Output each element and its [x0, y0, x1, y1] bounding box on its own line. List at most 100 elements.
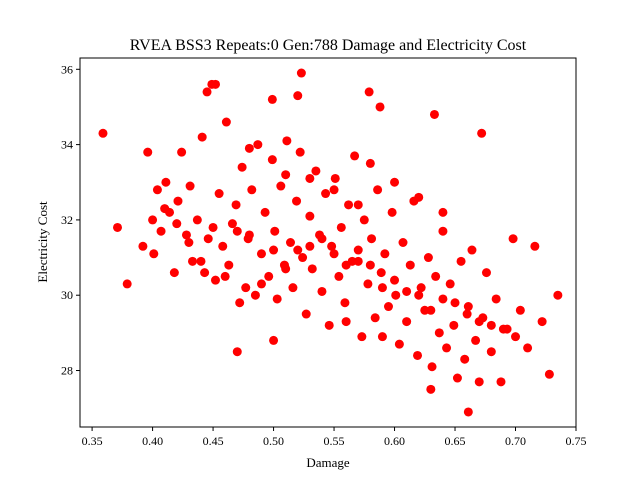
data-point: [357, 332, 367, 342]
data-point: [210, 275, 220, 285]
data-point: [232, 226, 242, 236]
data-point: [431, 271, 441, 281]
data-point: [264, 271, 274, 281]
data-point: [227, 219, 237, 229]
data-point: [237, 162, 247, 172]
data-point: [353, 256, 363, 266]
data-point: [203, 234, 213, 244]
data-point: [181, 230, 191, 240]
data-point: [445, 279, 455, 289]
data-point: [148, 215, 158, 225]
data-point: [330, 173, 340, 183]
data-point: [353, 245, 363, 255]
data-point: [185, 181, 195, 191]
data-point: [156, 226, 166, 236]
data-point: [414, 192, 424, 202]
data-point: [295, 147, 305, 157]
data-point: [426, 384, 436, 394]
y-axis-label: Electricity Cost: [35, 201, 50, 283]
data-point: [452, 373, 462, 383]
data-point: [293, 245, 303, 255]
data-point: [122, 279, 132, 289]
data-point: [364, 87, 374, 97]
data-point: [267, 155, 277, 165]
data-point: [460, 354, 470, 364]
x-tick-label: 0.45: [203, 434, 224, 448]
data-point: [276, 181, 286, 191]
data-point: [235, 298, 245, 308]
data-point: [438, 294, 448, 304]
data-point: [496, 377, 506, 387]
data-point: [244, 230, 254, 240]
data-point: [296, 68, 306, 78]
data-point: [467, 245, 477, 255]
data-point: [359, 215, 369, 225]
data-point: [414, 290, 424, 300]
data-point: [327, 241, 337, 251]
data-point: [224, 260, 234, 270]
data-point: [423, 253, 433, 263]
x-tick-label: 0.55: [324, 434, 345, 448]
data-point: [426, 305, 436, 315]
data-point: [285, 238, 295, 247]
data-point: [373, 185, 383, 195]
data-point: [413, 350, 423, 360]
data-point: [553, 290, 563, 300]
data-point: [442, 343, 452, 353]
data-point: [329, 185, 339, 195]
data-point: [370, 313, 380, 323]
data-point: [344, 200, 354, 210]
data-point: [402, 286, 412, 296]
plot-frame: [79, 57, 577, 428]
data-point: [324, 320, 334, 330]
data-point: [260, 207, 270, 217]
data-point: [269, 335, 279, 345]
data-point: [390, 177, 400, 187]
data-point: [383, 302, 393, 312]
x-axis-ticks: 0.35 0.40 0.45 0.50 0.55 0.60 0.65 0.70 0.75: [82, 427, 587, 448]
data-point: [149, 249, 159, 259]
data-point: [253, 140, 263, 150]
data-point: [427, 362, 437, 372]
data-point: [220, 271, 230, 281]
data-point: [256, 249, 266, 259]
data-point: [429, 109, 439, 119]
data-point: [474, 377, 484, 387]
data-point: [169, 268, 179, 278]
data-point: [391, 290, 401, 300]
data-point: [486, 347, 496, 357]
data-point: [523, 343, 533, 353]
data-point: [317, 234, 327, 244]
x-tick-label: 0.40: [142, 434, 163, 448]
data-point: [301, 309, 311, 319]
data-point: [160, 204, 170, 214]
data-point: [341, 317, 351, 327]
data-point: [367, 234, 377, 244]
data-point: [537, 317, 547, 327]
data-point: [353, 200, 363, 210]
data-point: [196, 256, 206, 266]
data-point: [270, 226, 280, 236]
data-point: [281, 170, 291, 180]
data-point: [311, 166, 321, 176]
data-point: [210, 79, 220, 89]
y-tick-label: 36: [61, 62, 73, 76]
data-point: [387, 207, 397, 217]
data-point: [197, 132, 207, 142]
data-point: [177, 147, 187, 157]
data-point: [486, 320, 496, 330]
data-point: [188, 256, 198, 266]
data-point: [390, 275, 400, 285]
data-point: [508, 234, 518, 244]
data-point: [350, 151, 360, 161]
data-point: [321, 189, 331, 199]
data-point: [269, 245, 279, 255]
data-point: [138, 241, 148, 251]
data-point: [231, 200, 241, 210]
data-point: [214, 189, 224, 199]
data-point: [341, 260, 351, 270]
data-point: [305, 173, 315, 183]
data-point: [232, 347, 242, 357]
data-point: [173, 196, 183, 206]
data-point: [477, 128, 487, 138]
